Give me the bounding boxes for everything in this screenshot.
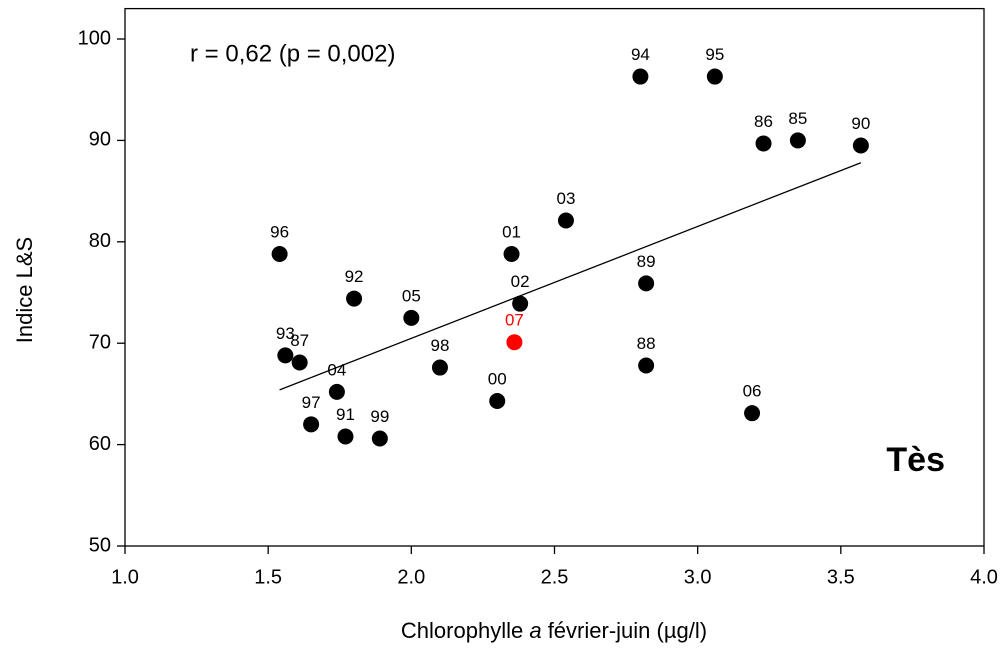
- point-label: 05: [402, 286, 421, 305]
- point: [303, 416, 320, 433]
- trend-line: [279, 162, 862, 391]
- point: [337, 428, 354, 445]
- annotation: Tès: [886, 441, 945, 479]
- point-label: 98: [431, 336, 450, 355]
- point-label: 85: [788, 109, 807, 128]
- point-label: 86: [754, 112, 773, 131]
- x-tick-label: 3.0: [684, 566, 712, 588]
- y-tick-label: 50: [89, 534, 111, 556]
- x-tick-label: 4.0: [970, 566, 998, 588]
- point: [371, 430, 388, 447]
- point-label: 91: [336, 405, 355, 424]
- point-label: 03: [556, 189, 575, 208]
- x-tick-label: 2.5: [541, 566, 569, 588]
- y-tick-label: 100: [78, 27, 111, 49]
- y-axis-label: Indice L&S: [12, 237, 37, 343]
- point-label: 99: [370, 407, 389, 426]
- point: [512, 295, 529, 312]
- y-tick-label: 80: [89, 230, 111, 252]
- point: [852, 137, 869, 154]
- point-label: 93: [276, 324, 295, 343]
- point: [291, 354, 308, 371]
- point: [271, 245, 288, 262]
- point: [506, 334, 523, 351]
- point: [632, 68, 649, 85]
- point-label: 88: [637, 334, 656, 353]
- point: [638, 357, 655, 374]
- point-label: 94: [631, 45, 650, 64]
- x-axis-label-part: a: [529, 618, 541, 643]
- point-label: 96: [270, 222, 289, 241]
- y-tick-label: 70: [89, 331, 111, 353]
- x-tick-label: 3.5: [827, 566, 855, 588]
- point: [277, 347, 294, 364]
- point-label: 90: [851, 114, 870, 133]
- annotation: r = 0,62 (p = 0,002): [190, 40, 395, 67]
- point: [346, 290, 363, 307]
- point-label: 07: [505, 311, 524, 330]
- x-axis-label-part: Chlorophylle: [401, 618, 529, 643]
- point-label: 89: [637, 252, 656, 271]
- point: [755, 135, 772, 152]
- point-label: 06: [743, 382, 762, 401]
- point-label: 02: [511, 272, 530, 291]
- point-label: 87: [290, 331, 309, 350]
- point: [431, 359, 448, 376]
- y-tick-label: 60: [89, 433, 111, 455]
- y-tick-label: 90: [89, 129, 111, 151]
- point-label: 92: [345, 267, 364, 286]
- point: [489, 393, 506, 410]
- point: [503, 245, 520, 262]
- point: [328, 383, 345, 400]
- point: [706, 68, 723, 85]
- point: [638, 275, 655, 292]
- point: [744, 405, 761, 422]
- plot-frame: [124, 7, 985, 547]
- x-axis-label: Chlorophylle a février-juin (µg/l): [401, 618, 707, 643]
- point-label: 01: [502, 222, 521, 241]
- point-label: 95: [705, 45, 724, 64]
- point: [403, 309, 420, 326]
- x-axis-label-part: février-juin (µg/l): [542, 618, 707, 643]
- x-tick-label: 1.5: [254, 566, 282, 588]
- x-tick-label: 1.0: [111, 566, 139, 588]
- point-label: 00: [488, 369, 507, 388]
- point-label: 97: [302, 393, 321, 412]
- point-label: 04: [327, 360, 346, 379]
- point: [789, 132, 806, 149]
- point: [557, 212, 574, 229]
- x-tick-label: 2.0: [397, 566, 425, 588]
